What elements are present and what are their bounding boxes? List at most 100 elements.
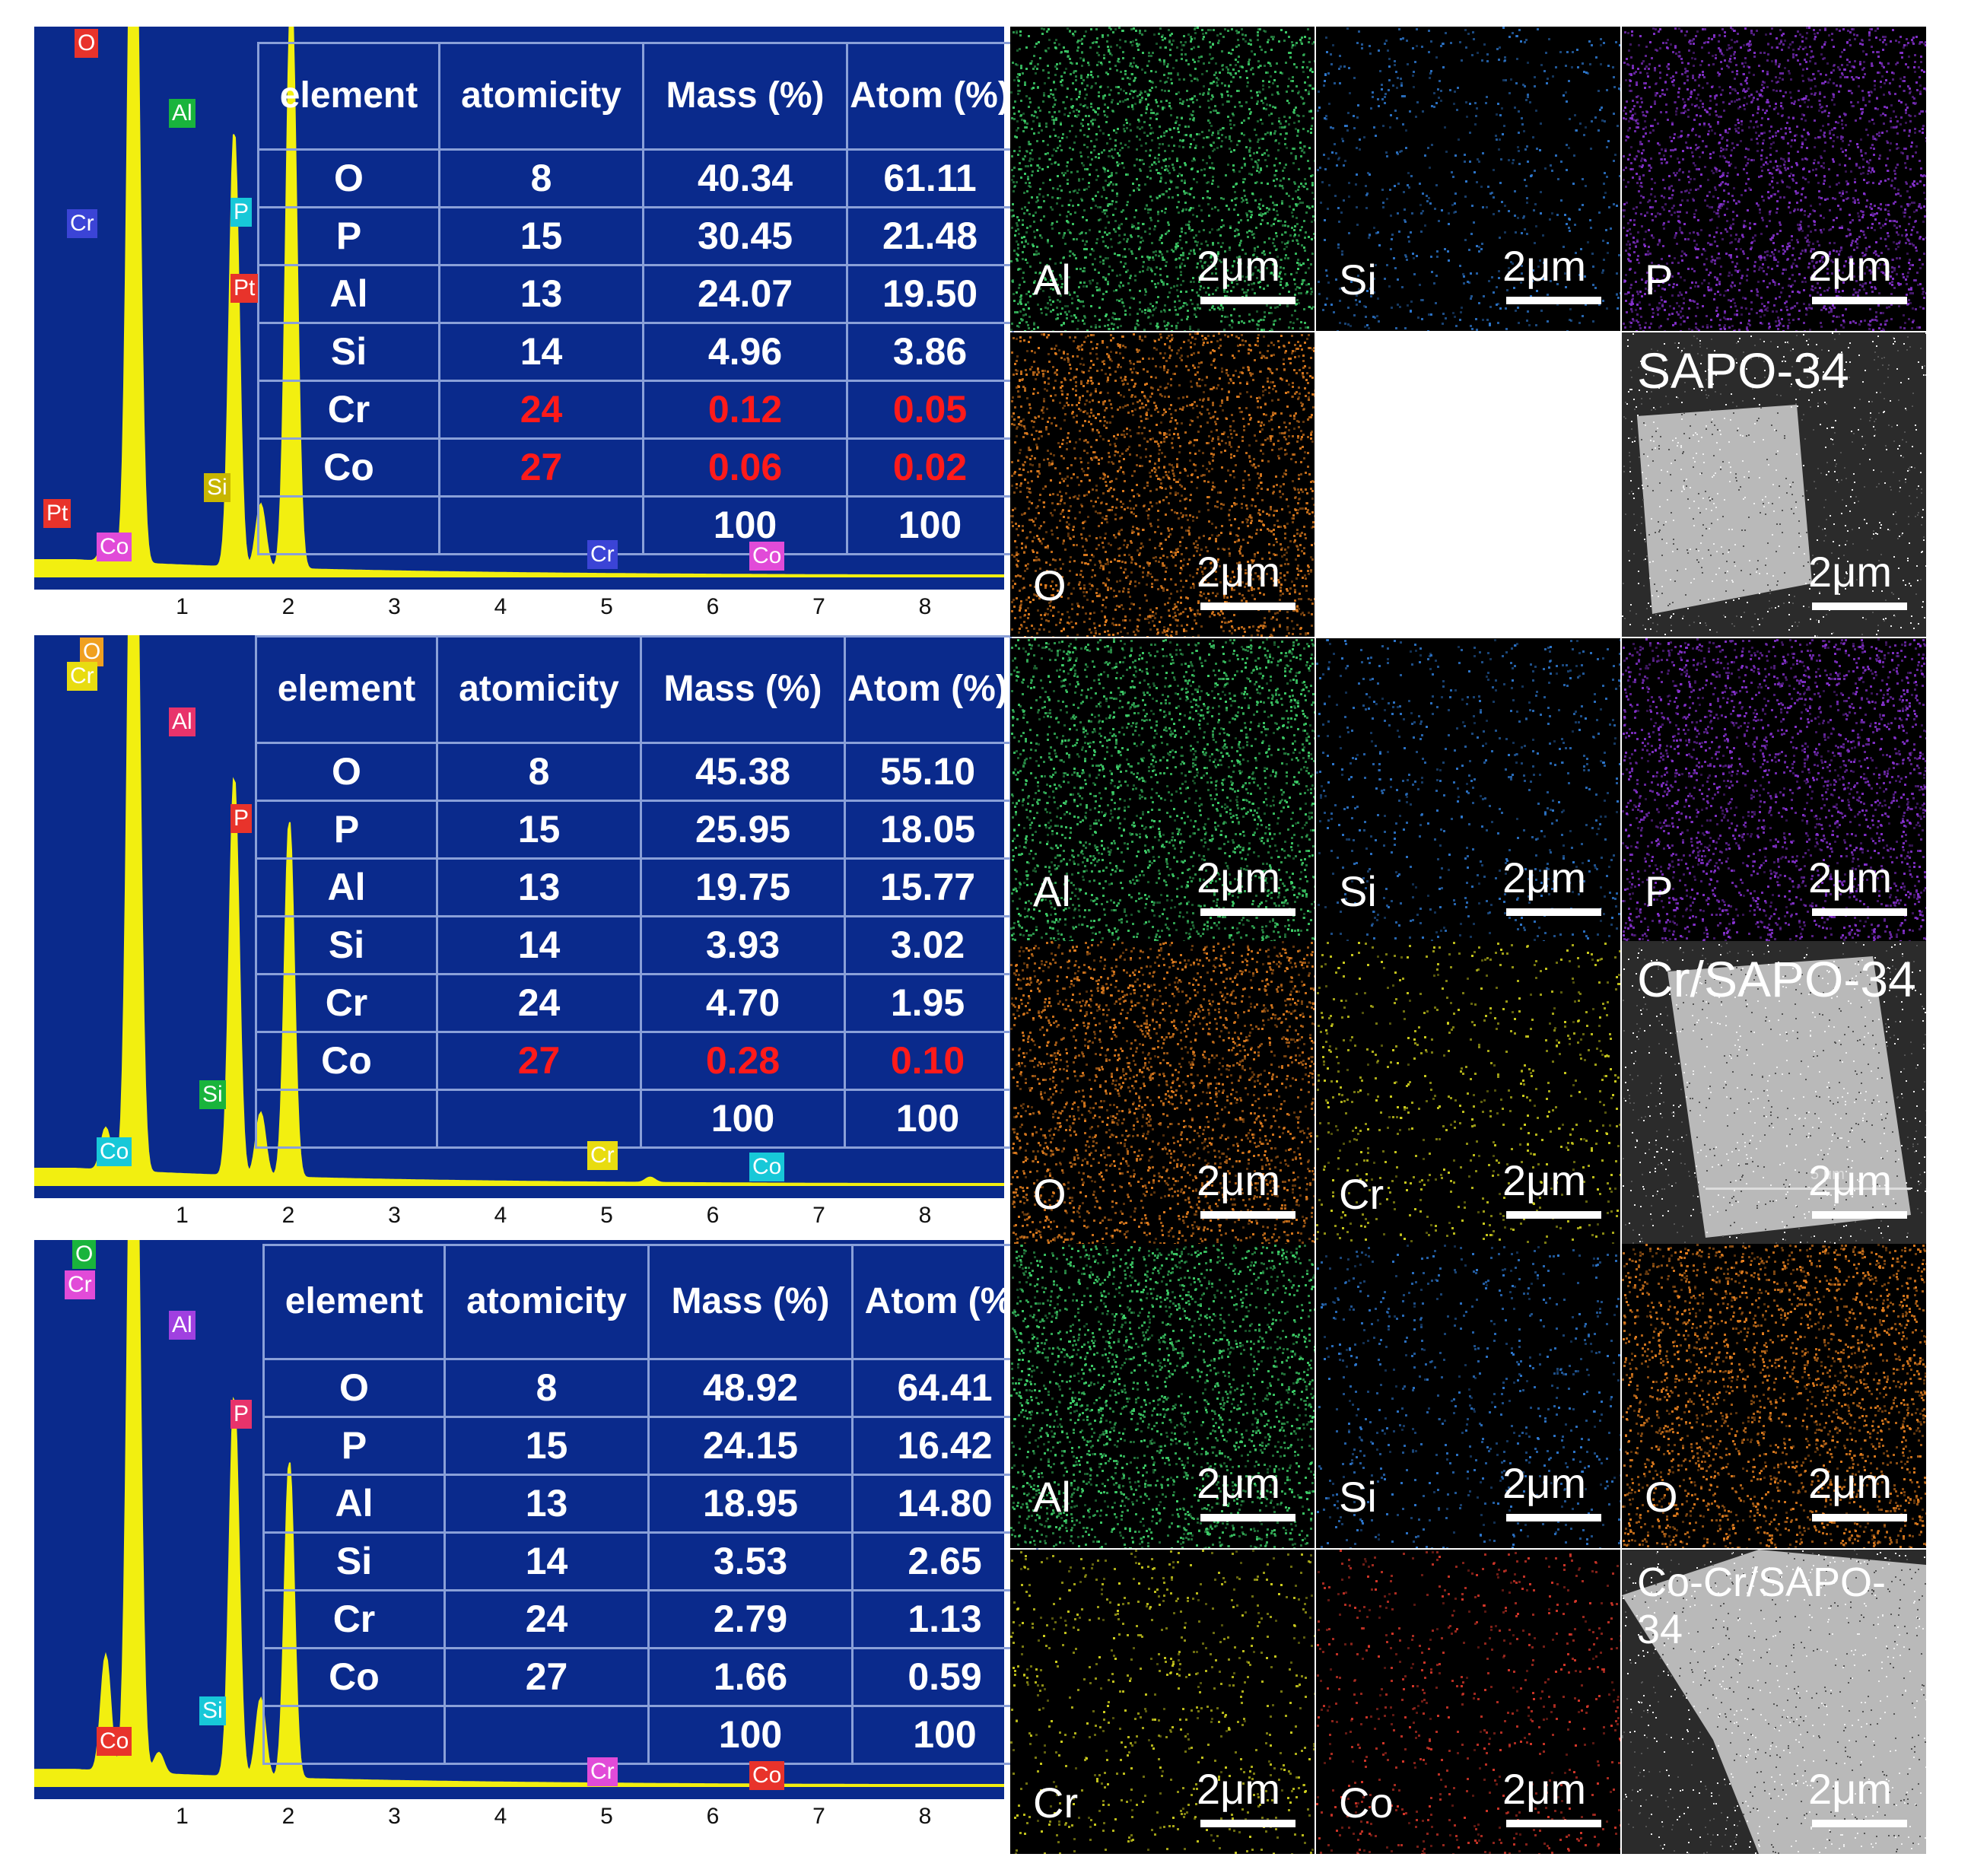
table-cell-element: O (255, 742, 438, 802)
peak-label-tag: P (230, 1400, 253, 1429)
table-cell-atomicity: 13 (443, 1474, 650, 1534)
element-map-tile: O 2μm (1010, 332, 1315, 637)
table-cell-element: Cr (257, 380, 440, 440)
scale-bar (1506, 1820, 1601, 1827)
column-header: atomicity (436, 635, 642, 744)
peak-label-tag: Si (199, 1080, 226, 1109)
table-cell-mass: 1.66 (647, 1647, 854, 1707)
scale-bar (1812, 908, 1907, 916)
table-cell-atomicity: 13 (438, 264, 644, 324)
axis-tick-label: 8 (919, 1804, 932, 1830)
scale-bar-label: 2μm (1197, 1458, 1280, 1508)
table-cell-mass: 2.79 (647, 1589, 854, 1649)
element-label: P (1645, 255, 1673, 304)
scale-bar-label: 2μm (1808, 853, 1892, 902)
table-cell-element: Cr (255, 973, 438, 1033)
sample-title: Cr/SAPO-34 (1637, 950, 1916, 1008)
peak-label-tag: Si (199, 1696, 226, 1725)
table-cell-atom: 61.11 (846, 148, 1014, 208)
table-cell-element (262, 1705, 446, 1765)
axis-tick-label: 5 (600, 594, 613, 620)
peak-label-tag: Cr (587, 540, 618, 569)
axis-tick-label: 1 (176, 594, 189, 620)
table-cell-mass: 45.38 (640, 742, 846, 802)
elemental-dot-map (1010, 332, 1315, 637)
peak-label-tag: Al (169, 99, 196, 128)
table-cell-element: Co (255, 1031, 438, 1091)
scale-bar-label: 2μm (1502, 1458, 1586, 1508)
elemental-dot-map (1010, 27, 1315, 331)
table-cell-atomicity: 24 (436, 973, 642, 1033)
table-cell-atomicity: 8 (438, 148, 644, 208)
elemental-dot-map (1010, 638, 1315, 943)
sample-title: SAPO-34 (1637, 342, 1849, 399)
scale-bar-label: 2μm (1197, 1156, 1280, 1205)
scale-bar (1506, 908, 1601, 916)
table-row: Co 27 0.06 0.02 (257, 437, 1014, 498)
axis-tick-label: 1 (176, 1203, 189, 1229)
table-cell-atom: 0.02 (846, 437, 1014, 498)
table-cell-element: Si (262, 1531, 446, 1591)
element-map-tile: Si 2μm (1316, 638, 1620, 943)
table-cell-atom: 0.05 (846, 380, 1014, 440)
table-row: P 15 30.45 21.48 (257, 206, 1014, 266)
axis-tick-label: 8 (919, 594, 932, 620)
peak-label-tag: Co (97, 1137, 132, 1166)
table-cell-element: Si (257, 322, 440, 382)
table-row: O 8 40.34 61.11 (257, 148, 1014, 208)
element-label: O (1033, 561, 1067, 610)
edx-spectrum-trace (34, 635, 1004, 1186)
scale-bar-label: 2μm (1197, 1764, 1280, 1814)
axis-tick-label: 7 (812, 1804, 825, 1830)
axis-tick-label: 3 (388, 1804, 401, 1830)
scale-bar (1812, 1211, 1907, 1219)
scale-bar-label: 2μm (1502, 1764, 1586, 1814)
scale-bar-label: 2μm (1197, 547, 1280, 596)
scale-bar (1200, 1211, 1295, 1219)
axis-tick-label: 4 (494, 1804, 507, 1830)
column-header: Atom (%) (851, 1244, 1038, 1360)
peak-label-tag: Co (749, 1153, 785, 1181)
table-cell-atom: 0.10 (844, 1031, 1012, 1091)
table-cell-mass: 0.12 (642, 380, 848, 440)
element-map-tile: Al 2μm (1010, 27, 1315, 331)
table-cell-atom: 21.48 (846, 206, 1014, 266)
table-row: Al 13 24.07 19.50 (257, 264, 1014, 324)
table-row: O 8 48.92 64.41 (262, 1358, 1038, 1418)
table-row: Si 14 4.96 3.86 (257, 322, 1014, 382)
scale-bar (1506, 297, 1601, 304)
axis-tick-label: 3 (388, 594, 401, 620)
edx-spectrum-trace (34, 27, 1004, 577)
table-row: P 15 24.15 16.42 (262, 1416, 1038, 1476)
element-map-tile: Cr 2μm (1316, 941, 1620, 1245)
peak-label-tag: Co (97, 533, 132, 561)
table-row: Al 13 18.95 14.80 (262, 1474, 1038, 1534)
table-cell-mass: 48.92 (647, 1358, 854, 1418)
axis-tick-label: 5 (600, 1203, 613, 1229)
table-cell-element: O (257, 148, 440, 208)
element-label: P (1645, 866, 1673, 916)
scale-bar (1506, 1514, 1601, 1521)
elemental-dot-map (1622, 638, 1926, 943)
table-cell-element: Cr (262, 1589, 446, 1649)
table-cell-atom: 16.42 (851, 1416, 1038, 1476)
element-map-tile: Al 2μm (1010, 1244, 1315, 1548)
axis-tick-label: 8 (919, 1203, 932, 1229)
element-map-tile: Cr/SAPO-34 5 μm 2μm (1622, 941, 1926, 1245)
scale-bar (1200, 1514, 1295, 1521)
elemental-dot-map (1316, 639, 1620, 943)
table-row: P 15 25.95 18.05 (255, 800, 1012, 860)
axis-tick-label: 7 (812, 1203, 825, 1229)
table-cell-element: P (262, 1416, 446, 1476)
table-cell-atomicity (438, 495, 644, 555)
peak-label-tag: Pt (43, 499, 72, 528)
scale-bar (1812, 1820, 1907, 1827)
column-header: element (262, 1244, 446, 1360)
element-label: Si (1339, 255, 1377, 304)
table-cell-atomicity: 27 (443, 1647, 650, 1707)
composition-table: element atomicity Mass (%) Atom (%) O 8 40.34 6… (257, 42, 1014, 555)
column-header: Mass (%) (647, 1244, 854, 1360)
peak-label-tag: O (75, 29, 99, 58)
table-cell-atom: 19.50 (846, 264, 1014, 324)
table-header-row: element atomicity Mass (%) Atom (%) (257, 42, 1014, 151)
